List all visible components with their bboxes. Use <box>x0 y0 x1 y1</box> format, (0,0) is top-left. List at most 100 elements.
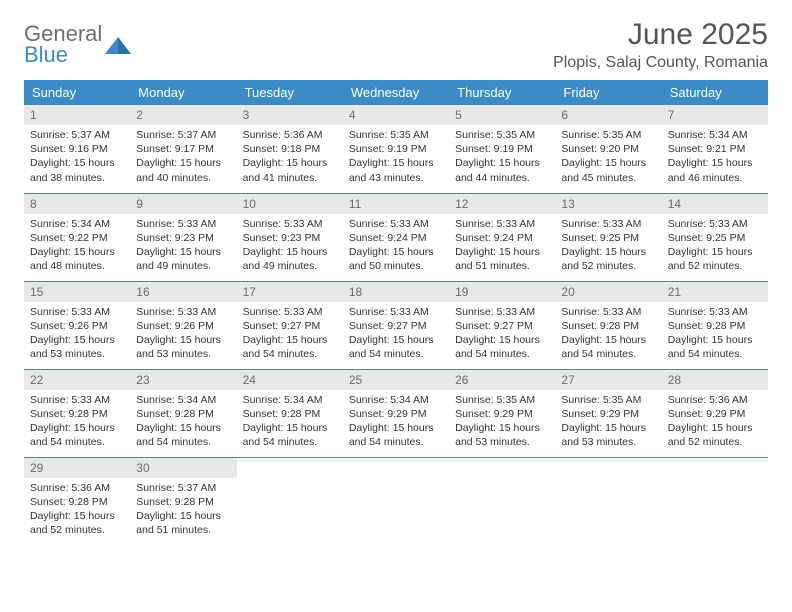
day-number: 1 <box>24 105 130 125</box>
day-details: Sunrise: 5:33 AMSunset: 9:25 PMDaylight:… <box>668 217 762 274</box>
calendar-cell: 18Sunrise: 5:33 AMSunset: 9:27 PMDayligh… <box>343 281 449 369</box>
weekday-header: Wednesday <box>343 80 449 105</box>
logo-text: General Blue <box>24 24 102 66</box>
calendar-cell: 24 Sunrise: 5:34 AMSunset: 9:28 PMDayligh… <box>237 369 343 457</box>
calendar-cell: 1 Sunrise: 5:37 AMSunset: 9:16 PMDaylight… <box>24 105 130 193</box>
day-number: 7 <box>662 105 768 125</box>
calendar-cell <box>237 457 343 545</box>
day-details: Sunrise: 5:37 AMSunset: 9:16 PMDaylight:… <box>30 128 124 185</box>
day-details: Sunrise: 5:35 AMSunset: 9:19 PMDaylight:… <box>455 128 549 185</box>
day-details: Sunrise: 5:33 AMSunset: 9:27 PMDaylight:… <box>455 305 549 362</box>
calendar-cell: 3 Sunrise: 5:36 AMSunset: 9:18 PMDaylight… <box>237 105 343 193</box>
calendar-cell: 12 Sunrise: 5:33 AMSunset: 9:24 PMDayligh… <box>449 193 555 281</box>
day-details: Sunrise: 5:33 AMSunset: 9:24 PMDaylight:… <box>349 217 443 274</box>
calendar-cell: 23 Sunrise: 5:34 AMSunset: 9:28 PMDayligh… <box>130 369 236 457</box>
day-details: Sunrise: 5:33 AMSunset: 9:23 PMDaylight:… <box>136 217 230 274</box>
calendar-cell: 17 Sunrise: 5:33 AMSunset: 9:27 PMDayligh… <box>237 281 343 369</box>
calendar-cell: 8 Sunrise: 5:34 AMSunset: 9:22 PMDaylight… <box>24 193 130 281</box>
day-number: 25 <box>343 370 449 390</box>
calendar-cell: 10 Sunrise: 5:33 AMSunset: 9:23 PMDayligh… <box>237 193 343 281</box>
day-number: 19 <box>449 282 555 302</box>
day-number: 21 <box>662 282 768 302</box>
calendar-cell: 7 Sunrise: 5:34 AMSunset: 9:21 PMDaylight… <box>662 105 768 193</box>
weekday-header: Monday <box>130 80 236 105</box>
day-number: 8 <box>24 194 130 214</box>
logo-triangle-icon <box>104 34 132 56</box>
day-number: 22 <box>24 370 130 390</box>
logo: General Blue <box>24 18 132 66</box>
calendar-cell <box>555 457 661 545</box>
day-number: 30 <box>130 458 236 478</box>
day-details: Sunrise: 5:35 AMSunset: 9:19 PMDaylight:… <box>349 128 443 185</box>
calendar-cell <box>449 457 555 545</box>
calendar-cell <box>662 457 768 545</box>
day-details: Sunrise: 5:34 AMSunset: 9:28 PMDaylight:… <box>243 393 337 450</box>
day-number: 10 <box>237 194 343 214</box>
day-number: 29 <box>24 458 130 478</box>
day-number: 24 <box>237 370 343 390</box>
weekday-header: Saturday <box>662 80 768 105</box>
day-details: Sunrise: 5:33 AMSunset: 9:27 PMDaylight:… <box>243 305 337 362</box>
calendar-table: SundayMondayTuesdayWednesdayThursdayFrid… <box>24 80 768 545</box>
day-details: Sunrise: 5:33 AMSunset: 9:23 PMDaylight:… <box>243 217 337 274</box>
day-number: 17 <box>237 282 343 302</box>
day-details: Sunrise: 5:36 AMSunset: 9:29 PMDaylight:… <box>668 393 762 450</box>
calendar-cell: 13Sunrise: 5:33 AMSunset: 9:25 PMDayligh… <box>555 193 661 281</box>
calendar-cell: 11 Sunrise: 5:33 AMSunset: 9:24 PMDayligh… <box>343 193 449 281</box>
day-details: Sunrise: 5:33 AMSunset: 9:28 PMDaylight:… <box>30 393 124 450</box>
day-details: Sunrise: 5:34 AMSunset: 9:22 PMDaylight:… <box>30 217 124 274</box>
calendar-cell: 4 Sunrise: 5:35 AMSunset: 9:19 PMDaylight… <box>343 105 449 193</box>
day-number: 4 <box>343 105 449 125</box>
day-details: Sunrise: 5:33 AMSunset: 9:25 PMDaylight:… <box>561 217 655 274</box>
day-details: Sunrise: 5:37 AMSunset: 9:28 PMDaylight:… <box>136 481 230 538</box>
calendar-cell: 20Sunrise: 5:33 AMSunset: 9:28 PMDayligh… <box>555 281 661 369</box>
day-details: Sunrise: 5:35 AMSunset: 9:29 PMDaylight:… <box>455 393 549 450</box>
day-details: Sunrise: 5:33 AMSunset: 9:26 PMDaylight:… <box>136 305 230 362</box>
calendar-cell: 26Sunrise: 5:35 AMSunset: 9:29 PMDayligh… <box>449 369 555 457</box>
calendar-cell: 25Sunrise: 5:34 AMSunset: 9:29 PMDayligh… <box>343 369 449 457</box>
day-number: 3 <box>237 105 343 125</box>
calendar-cell: 29 Sunrise: 5:36 AMSunset: 9:28 PMDayligh… <box>24 457 130 545</box>
weekday-header: Friday <box>555 80 661 105</box>
day-number: 9 <box>130 194 236 214</box>
header: General Blue June 2025 Plopis, Salaj Cou… <box>24 18 768 72</box>
calendar-cell: 22 Sunrise: 5:33 AMSunset: 9:28 PMDayligh… <box>24 369 130 457</box>
day-details: Sunrise: 5:34 AMSunset: 9:28 PMDaylight:… <box>136 393 230 450</box>
month-title: June 2025 <box>553 18 768 52</box>
day-number: 2 <box>130 105 236 125</box>
day-number: 5 <box>449 105 555 125</box>
day-number: 14 <box>662 194 768 214</box>
day-details: Sunrise: 5:33 AMSunset: 9:26 PMDaylight:… <box>30 305 124 362</box>
calendar-cell: 27 Sunrise: 5:35 AMSunset: 9:29 PMDayligh… <box>555 369 661 457</box>
day-details: Sunrise: 5:35 AMSunset: 9:20 PMDaylight:… <box>561 128 655 185</box>
day-details: Sunrise: 5:36 AMSunset: 9:28 PMDaylight:… <box>30 481 124 538</box>
weekday-header: Tuesday <box>237 80 343 105</box>
calendar-cell: 15 Sunrise: 5:33 AMSunset: 9:26 PMDayligh… <box>24 281 130 369</box>
calendar-cell: 19 Sunrise: 5:33 AMSunset: 9:27 PMDayligh… <box>449 281 555 369</box>
day-details: Sunrise: 5:33 AMSunset: 9:28 PMDaylight:… <box>561 305 655 362</box>
day-number: 15 <box>24 282 130 302</box>
day-details: Sunrise: 5:33 AMSunset: 9:27 PMDaylight:… <box>349 305 443 362</box>
calendar-cell: 9 Sunrise: 5:33 AMSunset: 9:23 PMDaylight… <box>130 193 236 281</box>
day-details: Sunrise: 5:34 AMSunset: 9:21 PMDaylight:… <box>668 128 762 185</box>
location: Plopis, Salaj County, Romania <box>553 54 768 72</box>
day-details: Sunrise: 5:33 AMSunset: 9:28 PMDaylight:… <box>668 305 762 362</box>
calendar-cell: 5 Sunrise: 5:35 AMSunset: 9:19 PMDaylight… <box>449 105 555 193</box>
day-number: 6 <box>555 105 661 125</box>
day-number: 11 <box>343 194 449 214</box>
calendar-cell: 14 Sunrise: 5:33 AMSunset: 9:25 PMDayligh… <box>662 193 768 281</box>
calendar-cell <box>343 457 449 545</box>
calendar-cell: 16 Sunrise: 5:33 AMSunset: 9:26 PMDayligh… <box>130 281 236 369</box>
calendar-cell: 2Sunrise: 5:37 AMSunset: 9:17 PMDaylight… <box>130 105 236 193</box>
day-number: 16 <box>130 282 236 302</box>
calendar-cell: 6 Sunrise: 5:35 AMSunset: 9:20 PMDaylight… <box>555 105 661 193</box>
day-details: Sunrise: 5:36 AMSunset: 9:18 PMDaylight:… <box>243 128 337 185</box>
day-details: Sunrise: 5:33 AMSunset: 9:24 PMDaylight:… <box>455 217 549 274</box>
logo-word-blue: Blue <box>24 42 68 67</box>
day-number: 23 <box>130 370 236 390</box>
calendar-cell: 21 Sunrise: 5:33 AMSunset: 9:28 PMDayligh… <box>662 281 768 369</box>
day-number: 27 <box>555 370 661 390</box>
day-details: Sunrise: 5:35 AMSunset: 9:29 PMDaylight:… <box>561 393 655 450</box>
day-number: 12 <box>449 194 555 214</box>
weekday-header: Sunday <box>24 80 130 105</box>
